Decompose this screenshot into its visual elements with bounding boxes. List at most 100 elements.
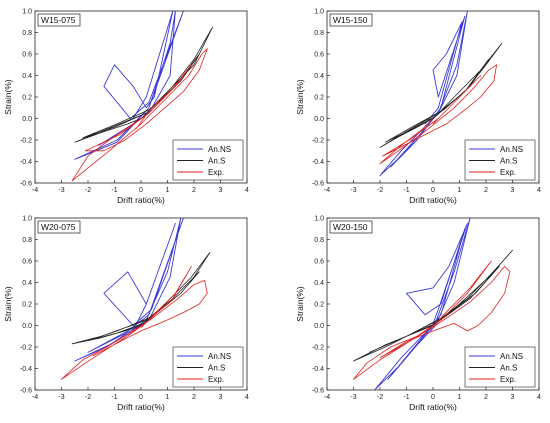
x-tick-label: -4 xyxy=(324,187,330,194)
legend-label: Exp. xyxy=(208,375,224,384)
legend: An.NS An.S Exp. xyxy=(172,139,244,181)
series-line-exp xyxy=(61,266,208,380)
plot-area xyxy=(71,11,213,182)
panel-w15-150: -4 -3 -2 -1 0 1 2 3 4 -0.6 -0.4 -0.2 0.0 0.2 0.4 0.6 0.8… xyxy=(295,9,541,206)
x-tick-label: 2 xyxy=(192,394,196,401)
x-tick-label: 4 xyxy=(537,187,541,194)
x-tick-label: 4 xyxy=(245,394,249,401)
x-tick-label: -2 xyxy=(85,187,91,194)
x-tick-label: 0 xyxy=(431,394,435,401)
plot-area xyxy=(61,218,211,380)
x-tick-label: -1 xyxy=(111,187,117,194)
panel-title-box: W15-075 xyxy=(37,13,81,27)
legend-label: Exp. xyxy=(500,168,516,177)
y-tick-label: -0.2 xyxy=(312,345,324,352)
y-tick-label: -0.2 xyxy=(312,138,324,145)
x-tick-label: -1 xyxy=(403,394,409,401)
panel-title: W20-150 xyxy=(333,222,368,232)
x-tick-label: 1 xyxy=(458,187,462,194)
y-tick-label: 1.0 xyxy=(314,9,324,16)
y-axis-label: Strain(%) xyxy=(3,286,13,322)
series-line-anns xyxy=(374,218,471,390)
series-line-ans xyxy=(353,249,513,362)
panel-title-box: W20-075 xyxy=(37,220,81,234)
y-tick-label: -0.4 xyxy=(20,159,32,166)
panel-title: W15-075 xyxy=(41,15,76,25)
series-line-exp xyxy=(353,260,511,380)
legend: An.NS An.S Exp. xyxy=(172,346,244,388)
panel-title-box: W20-150 xyxy=(329,220,373,234)
y-tick-label: 0.0 xyxy=(314,116,324,123)
panel-title: W15-150 xyxy=(333,15,368,25)
series-line-exp xyxy=(71,48,208,182)
y-tick-label: 0.6 xyxy=(22,259,32,266)
legend-label: An.S xyxy=(208,364,225,373)
y-tick-label: 0.2 xyxy=(314,302,324,309)
y-tick-label: 0.0 xyxy=(22,323,32,330)
y-tick-label: 0.2 xyxy=(22,302,32,309)
x-tick-label: -2 xyxy=(85,394,91,401)
plot-area xyxy=(353,218,513,390)
y-tick-label: 1.0 xyxy=(22,9,32,16)
x-tick-label: 1 xyxy=(458,394,462,401)
x-tick-label: -4 xyxy=(32,187,38,194)
x-tick-label: -1 xyxy=(111,394,117,401)
x-tick-label: -4 xyxy=(32,394,38,401)
y-tick-label: -0.4 xyxy=(20,366,32,373)
x-tick-label: -3 xyxy=(350,187,356,194)
x-tick-label: 3 xyxy=(511,394,515,401)
x-tick-label: 0 xyxy=(139,187,143,194)
panel-title-box: W15-150 xyxy=(329,13,373,27)
y-tick-label: -0.6 xyxy=(20,388,32,395)
y-tick-label: 1.0 xyxy=(314,216,324,223)
legend-label: An.NS xyxy=(500,145,523,154)
series-line-exp xyxy=(379,64,497,165)
legend-label: An.NS xyxy=(208,352,231,361)
x-tick-label: 3 xyxy=(219,187,223,194)
y-tick-label: -0.2 xyxy=(20,345,32,352)
x-tick-label: -1 xyxy=(403,187,409,194)
y-axis-label: Strain(%) xyxy=(3,79,13,115)
panel-w15-075: -4 -3 -2 -1 0 1 2 3 4 -0.6 -0.4 -0.2 0.0 0.2 0.4 0.6 0.8… xyxy=(3,9,249,206)
y-tick-label: 1.0 xyxy=(22,216,32,223)
y-tick-label: 0.6 xyxy=(22,52,32,59)
x-tick-label: 4 xyxy=(245,187,249,194)
y-tick-label: 0.0 xyxy=(314,323,324,330)
x-tick-label: 1 xyxy=(166,187,170,194)
x-tick-label: -2 xyxy=(377,187,383,194)
y-tick-label: 0.2 xyxy=(22,95,32,102)
legend-label: An.NS xyxy=(500,352,523,361)
x-axis-label: Drift ratio(%) xyxy=(409,402,457,412)
series-line-anns xyxy=(74,11,184,160)
y-tick-label: 0.4 xyxy=(22,280,32,287)
series-line-ans xyxy=(379,42,503,148)
y-tick-label: -0.6 xyxy=(312,181,324,188)
y-tick-label: 0.8 xyxy=(22,30,32,37)
x-tick-label: 2 xyxy=(484,394,488,401)
y-tick-label: 0.8 xyxy=(22,237,32,244)
x-tick-label: -3 xyxy=(350,394,356,401)
legend-label: An.S xyxy=(500,364,517,373)
legend-label: Exp. xyxy=(208,168,224,177)
y-tick-label: 0.8 xyxy=(314,237,324,244)
legend-label: An.NS xyxy=(208,145,231,154)
panel-w20-075: -4 -3 -2 -1 0 1 2 3 4 -0.6 -0.4 -0.2 0.0 0.2 0.4 0.6 0.8… xyxy=(3,216,249,413)
y-tick-label: 0.4 xyxy=(314,73,324,80)
series-line-ans xyxy=(71,252,211,345)
y-tick-label: 0.0 xyxy=(22,116,32,123)
legend-label: An.S xyxy=(208,157,225,166)
y-tick-label: -0.2 xyxy=(20,138,32,145)
x-tick-label: -3 xyxy=(58,394,64,401)
x-tick-label: 0 xyxy=(431,187,435,194)
y-tick-label: -0.6 xyxy=(312,388,324,395)
x-tick-label: 0 xyxy=(139,394,143,401)
y-axis-label: Strain(%) xyxy=(295,286,305,322)
plot-area xyxy=(379,11,503,176)
x-tick-label: -3 xyxy=(58,187,64,194)
y-axis-label: Strain(%) xyxy=(295,79,305,115)
x-tick-label: 4 xyxy=(537,394,541,401)
y-tick-label: 0.4 xyxy=(22,73,32,80)
series-line-ans xyxy=(74,26,213,143)
x-tick-label: 3 xyxy=(219,394,223,401)
